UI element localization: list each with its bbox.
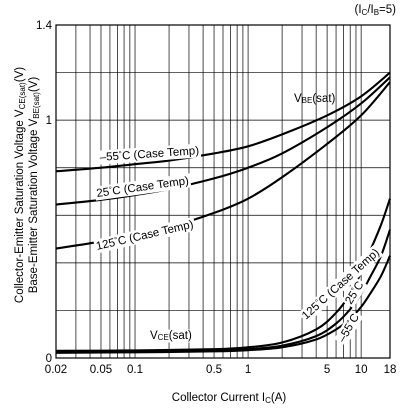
y-axis-title-vce: Collector-Emitter Saturation Voltage VCE…: [14, 67, 27, 303]
x-tick-label: 0.05: [90, 364, 112, 376]
svg-text:VCE(sat): VCE(sat): [150, 330, 192, 342]
y-axis-title-vbe: Base-Emitter Saturation Voltage VBE(sat)…: [28, 77, 41, 294]
x-tick-label: 0.1: [127, 364, 143, 376]
curve-label-t25_vce: 25°C: [341, 277, 368, 309]
x-tick-label: 1: [245, 364, 251, 376]
y-tick-label: 1: [46, 115, 52, 127]
y-tick-labels: 011.4: [36, 20, 53, 365]
x-axis-title: Collector Current IC(A): [172, 392, 287, 405]
series-vbe_25-line: [55, 76, 391, 206]
x-tick-label: 5: [324, 364, 330, 376]
plot-frame: [55, 24, 391, 359]
x-tick-label: 10: [355, 364, 368, 376]
y-tick-label: 0: [46, 353, 52, 365]
x-tick-label: 0.02: [45, 364, 67, 376]
x-tick-label: 18: [384, 364, 397, 376]
x-tick-label: 0.5: [206, 364, 222, 376]
condition-label: (IC/IB=5): [355, 4, 397, 17]
curve-label-vbe: VBE(sat): [294, 93, 336, 105]
svg-text:VBE(sat): VBE(sat): [294, 93, 336, 105]
curve-label-t125_vce: 125°C (Case Temp): [297, 244, 384, 324]
grid: [55, 25, 390, 358]
curve-label-t25_case: 25°C (Case Temp): [94, 173, 192, 201]
curve-label-m55_vce: –55°C: [334, 309, 364, 347]
series-vce_m55-line: [55, 255, 391, 354]
svg-text:–55°C (Case Temp): –55°C (Case Temp): [99, 144, 199, 164]
series-vbe_m55-line: [55, 71, 391, 173]
curve-label-m55_case: –55°C (Case Temp): [97, 143, 202, 165]
curve-label-t125_case: 125°C (Case Temp): [93, 217, 197, 254]
x-tick-labels: 0.02 0.05 0.1 0.5 1 5 10 18: [45, 364, 397, 376]
y-tick-label: 1.4: [36, 20, 53, 32]
curve-label-vce: VCE(sat): [148, 329, 194, 343]
